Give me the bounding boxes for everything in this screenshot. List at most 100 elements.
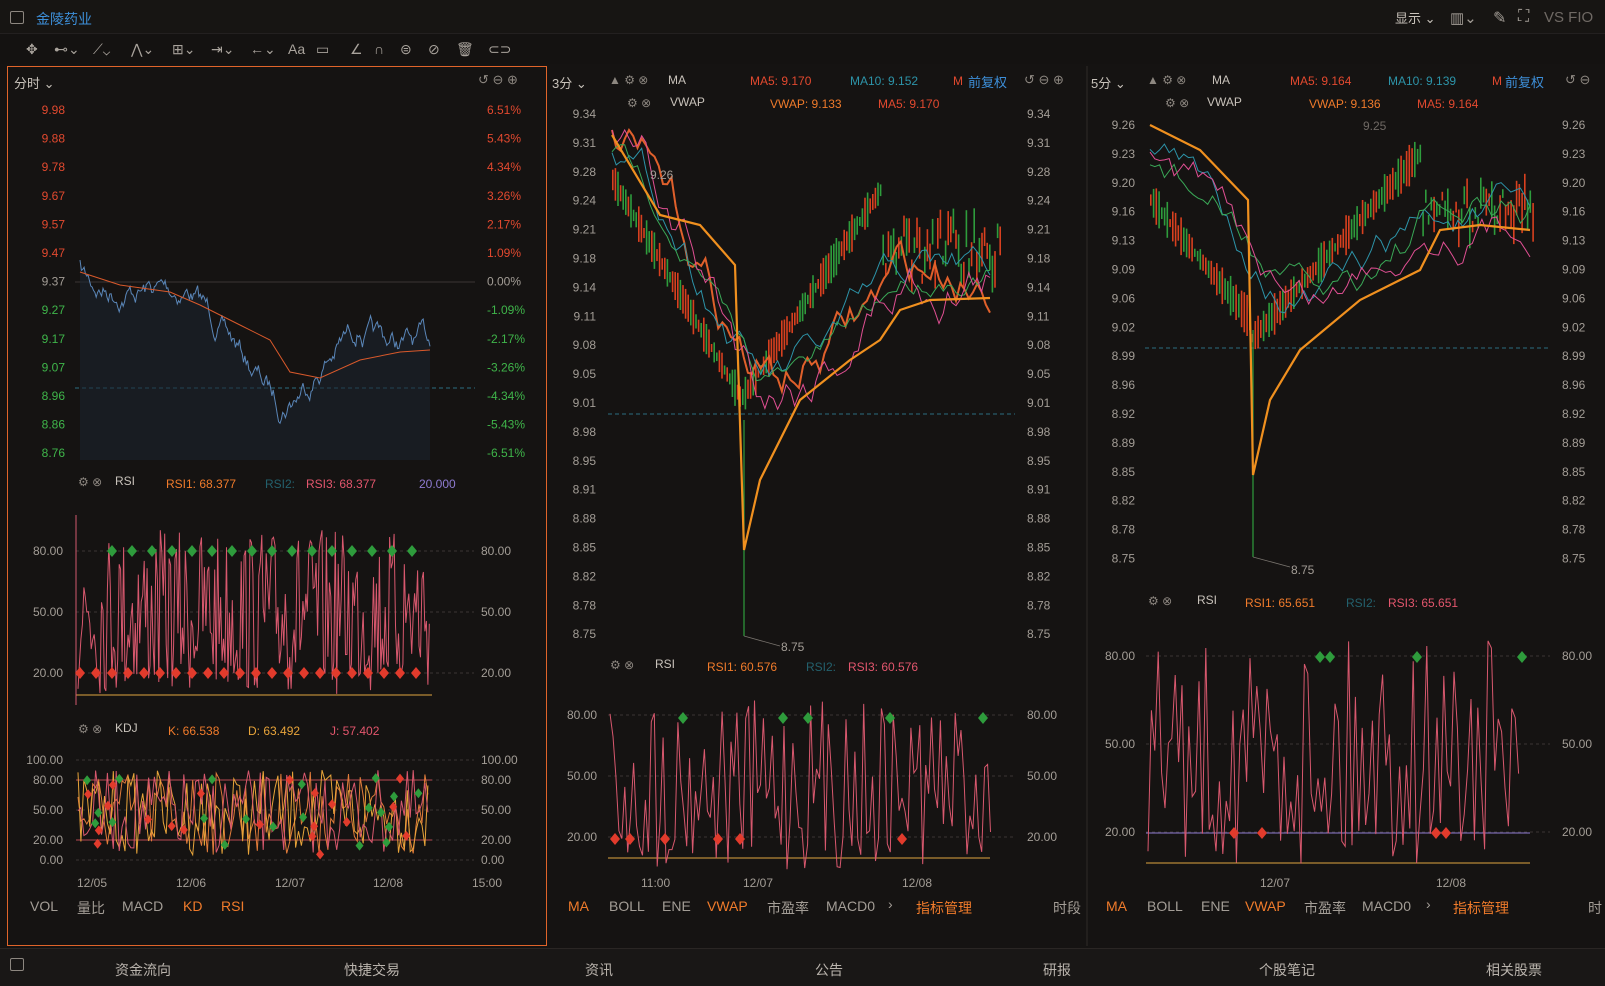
pane3-ma10: MA10: 9.139 [1388,74,1457,88]
pane1-controls[interactable]: ↺ ⊖ ⊕ [478,72,518,87]
pane2-tab-vwap[interactable]: VWAP [707,898,748,914]
candle [1449,208,1452,221]
kdj-signal-marker [310,821,319,832]
trash-icon[interactable]: 🗑 [456,41,474,57]
candle [794,312,796,326]
period-select[interactable]: 分时 ⌄ [14,76,55,91]
pane3-fq-button[interactable]: 前复权 [1505,75,1545,90]
move-icon[interactable]: ✥ [26,41,38,57]
kdj-signal-marker [285,774,294,785]
candle [981,232,983,267]
ruler-icon[interactable]: ∠ [350,41,363,57]
pane3-vwap-controls[interactable]: ⚙ ⊗ [1165,96,1190,110]
pane3-tab-indicators[interactable]: 指标管理 [1453,900,1509,916]
magnet-icon[interactable]: ∩ [374,41,385,57]
pane2-tab-boll[interactable]: BOLL [609,898,645,914]
rsi-tick: 80.00 [33,544,63,558]
pane3-vwap-name[interactable]: VWAP [1207,95,1242,109]
hide-icon[interactable]: ⊘ [428,41,440,57]
pane3-rsi-controls[interactable]: ⚙ ⊗ [1148,594,1173,608]
pane2-tab-ene[interactable]: ENE [662,898,691,914]
pane2-price-tick-right: 8.88 [1027,512,1051,526]
vs-label[interactable]: VS FIO [1544,9,1594,26]
pane3-tab-vwap[interactable]: VWAP [1245,898,1286,914]
tab-volume-ratio[interactable]: 量比 [77,900,105,916]
tab-rsi[interactable]: RSI [221,898,245,914]
candle [762,356,765,376]
candle [921,273,923,284]
bottom-tab-quick-trade[interactable]: 快捷交易 [344,962,400,978]
bottom-tab-related[interactable]: 相关股票 [1486,962,1542,978]
pane3-tab-session[interactable]: 时 [1588,900,1602,916]
display-menu[interactable]: 显示 ⌄ [1395,11,1436,26]
pane2-rsi-controls[interactable]: ⚙ ⊗ [610,658,635,672]
rsi-buy-marker [123,667,133,679]
pane3-price-tick-right: 8.96 [1562,378,1586,392]
tab-macd[interactable]: MACD [122,898,164,914]
pane3-vwap-ma5: MA5: 9.164 [1417,97,1479,111]
candle [640,214,643,243]
wave-tool-icon[interactable]: ⋀⌄ [131,41,155,57]
fullscreen-icon[interactable]: ⛶ [1518,8,1530,25]
tab-kd[interactable]: KD [183,898,203,914]
pane3-period-select[interactable]: 5分 ⌄ [1091,76,1126,91]
bottom-panel-icon[interactable] [10,958,24,971]
pane2-period-select[interactable]: 3分 ⌄ [552,76,587,91]
candle [1301,268,1303,300]
rsi-buy-marker [107,667,117,679]
pane2-tab-session[interactable]: 时段 [1053,900,1081,916]
pane2-low-leader [743,635,781,647]
pane2-tab-indicators[interactable]: 指标管理 [916,900,972,916]
pencil-tool-icon[interactable]: ⟋⌄ [93,41,111,57]
bottom-tab-fund-flow[interactable]: 资金流向 [115,962,171,978]
bottom-tab-research[interactable]: 研报 [1043,962,1071,978]
pane2-rsi-name[interactable]: RSI [655,657,676,671]
window-toggle-icon[interactable] [10,11,24,24]
lock-icon[interactable]: ⊜ [400,41,412,57]
text-tool[interactable]: Aa [288,41,306,57]
pane3-tab-boll[interactable]: BOLL [1147,898,1183,914]
pane2-tab-pe[interactable]: 市盈率 [767,900,809,916]
pane2-price-tick-right: 9.11 [1027,309,1050,323]
bottom-tab-announcements[interactable]: 公告 [815,962,843,978]
rsi-settings-icon[interactable]: ⚙ ⊗ [78,475,103,489]
pane2-tab-macd0[interactable]: MACD0 [826,898,876,914]
bottom-tab-news[interactable]: 资讯 [585,962,613,978]
layout-icon[interactable]: ▥⌄ [1450,10,1477,27]
candle [1504,204,1507,230]
candle [703,317,705,352]
tab-vol[interactable]: VOL [30,898,59,914]
pane2-ma-controls[interactable]: ▲ ⚙ ⊗ [609,73,649,87]
kdj-signal-marker [355,840,364,851]
comment-icon[interactable]: ▭ [316,41,330,57]
pane3-tab-ma[interactable]: MA [1106,898,1127,914]
pane3-tab-arrow[interactable]: › [1426,896,1431,912]
kdj-settings-icon[interactable]: ⚙ ⊗ [78,722,103,736]
link-icon[interactable]: ⊂⊃ [488,41,512,57]
pane2-tab-arrow[interactable]: › [888,896,893,912]
pen-icon[interactable]: ✎ [1493,10,1507,27]
pane2-controls[interactable]: ↺ ⊖ ⊕ [1024,72,1064,87]
pane2-tab-ma[interactable]: MA [568,898,589,914]
pane3-tab-pe[interactable]: 市盈率 [1304,900,1346,916]
kdj-signal-marker [382,837,391,848]
bottom-tab-notes[interactable]: 个股笔记 [1259,962,1315,978]
measure-tool-icon[interactable]: ⇥⌄ [211,41,235,57]
pane3-ma-controls[interactable]: ▲ ⚙ ⊗ [1147,73,1187,87]
pane2-fq-button[interactable]: 前复权 [968,75,1008,90]
arrow-tool-icon[interactable]: ←⌄ [250,41,276,57]
kdj-name[interactable]: KDJ [115,721,138,735]
pane3-tab-ene[interactable]: ENE [1201,898,1230,914]
line-tool-icon[interactable]: ⊷⌄ [54,41,80,57]
pane3-ma-name[interactable]: MA [1212,73,1230,87]
rsi-name[interactable]: RSI [115,474,136,488]
pane2-ma-name[interactable]: MA [668,73,686,87]
pane2-vwap-controls[interactable]: ⚙ ⊗ [627,96,652,110]
pane3-controls[interactable]: ↺ ⊖ [1565,72,1591,87]
pane3-tab-macd0[interactable]: MACD0 [1362,898,1412,914]
pane2-vwap-name[interactable]: VWAP [670,95,705,109]
chart-tool-icon[interactable]: ⊞⌄ [172,41,196,57]
stock-title[interactable]: 金陵药业 [36,11,92,27]
pane3-rsi-name[interactable]: RSI [1197,593,1218,607]
